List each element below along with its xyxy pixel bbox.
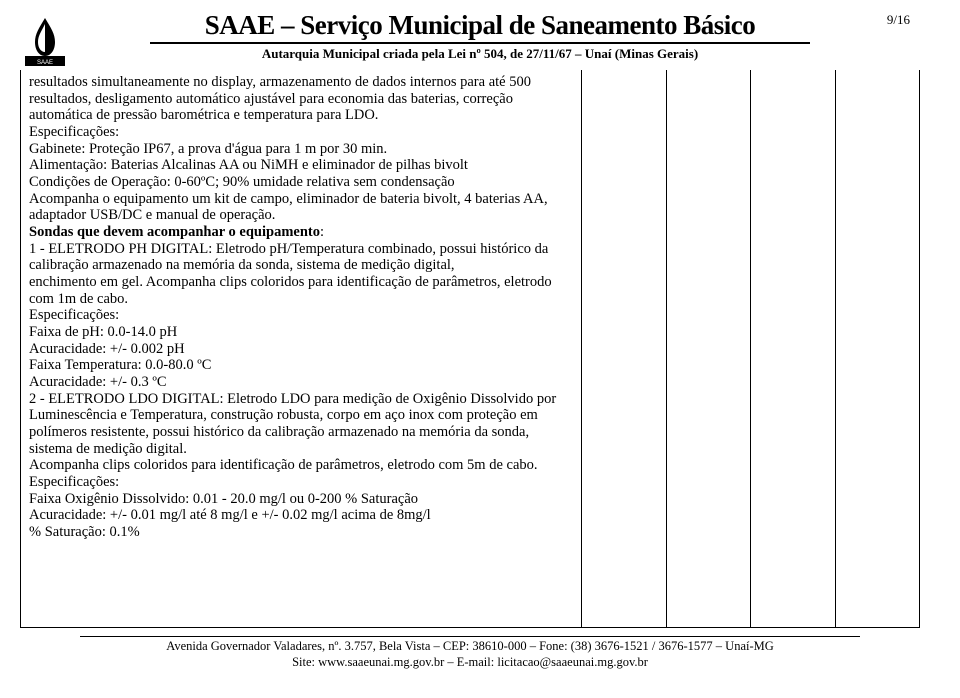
- body-text: Acuracidade: +/- 0.3 ºC: [29, 374, 573, 391]
- body-text: Acuracidade: +/- 0.01 mg/l até 8 mg/l e …: [29, 507, 573, 524]
- page: SAAE SAAE – Serviço Municipal de Saneame…: [0, 0, 960, 698]
- body-text: Condições de Operação: 0-60ºC; 90% umida…: [29, 174, 573, 191]
- body-text: enchimento em gel. Acompanha clips color…: [29, 274, 573, 307]
- colon: :: [320, 224, 324, 240]
- footer-address: Avenida Governador Valadares, nº. 3.757,…: [20, 639, 920, 655]
- empty-columns: [581, 70, 919, 627]
- footer-contact: Site: www.saaeunai.mg.gov.br – E-mail: l…: [20, 655, 920, 671]
- body-text: Faixa de pH: 0.0-14.0 pH: [29, 324, 573, 341]
- empty-col: [835, 70, 920, 627]
- header-title: SAAE – Serviço Municipal de Saneamento B…: [80, 10, 880, 41]
- body-text: Acuracidade: +/- 0.002 pH: [29, 341, 573, 358]
- body-text: 1 - ELETRODO PH DIGITAL: Eletrodo pH/Tem…: [29, 241, 573, 274]
- page-number: 9/16: [887, 12, 910, 28]
- header: SAAE SAAE – Serviço Municipal de Saneame…: [80, 10, 880, 62]
- sondas-heading: Sondas que devem acompanhar o equipament…: [29, 224, 320, 240]
- body-text: Faixa Temperatura: 0.0-80.0 ºC: [29, 357, 573, 374]
- content-table: resultados simultaneamente no display, a…: [20, 70, 920, 628]
- logo-icon: SAAE: [25, 18, 65, 66]
- body-text: 2 - ELETRODO LDO DIGITAL: Eletrodo LDO p…: [29, 391, 573, 458]
- body-text: Acompanha o equipamento um kit de campo,…: [29, 191, 573, 224]
- body-text: Faixa Oxigênio Dissolvido: 0.01 - 20.0 m…: [29, 491, 573, 508]
- body-text: Alimentação: Baterias Alcalinas AA ou Ni…: [29, 157, 573, 174]
- title-underline: [150, 42, 810, 44]
- body-text: resultados simultaneamente no display, a…: [29, 74, 573, 124]
- empty-col: [581, 70, 666, 627]
- body-text: Especificações:: [29, 474, 573, 491]
- header-subtitle: Autarquia Municipal criada pela Lei nº 5…: [80, 46, 880, 62]
- footer: Avenida Governador Valadares, nº. 3.757,…: [20, 636, 920, 670]
- empty-col: [750, 70, 835, 627]
- footer-divider: [80, 636, 860, 637]
- body-text: % Saturação: 0.1%: [29, 524, 573, 541]
- body-text: Especificações:: [29, 307, 573, 324]
- body-text: Especificações:: [29, 124, 573, 141]
- body-text: Sondas que devem acompanhar o equipament…: [29, 224, 573, 241]
- body-text: Gabinete: Proteção IP67, a prova d'água …: [29, 141, 573, 158]
- body-text: Acompanha clips coloridos para identific…: [29, 457, 573, 474]
- spec-cell: resultados simultaneamente no display, a…: [21, 70, 581, 627]
- svg-text:SAAE: SAAE: [37, 60, 53, 66]
- empty-col: [666, 70, 751, 627]
